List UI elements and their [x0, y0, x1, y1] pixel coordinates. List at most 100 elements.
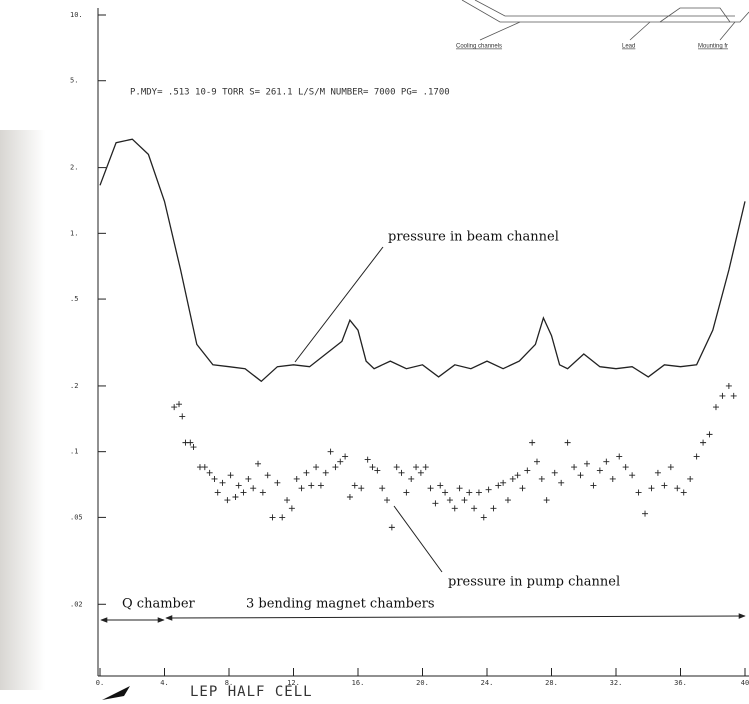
pump-point: [279, 514, 285, 520]
y-tick-label: 10.: [70, 11, 83, 19]
x-tick-label: 4.: [160, 679, 168, 687]
pump-point: [681, 490, 687, 496]
pump-point: [228, 472, 234, 478]
pump-point: [202, 464, 208, 470]
pump-point: [476, 490, 482, 496]
x-tick-label: 8.: [225, 679, 233, 687]
pump-point: [713, 404, 719, 410]
header-text: P.MDY= .513 10-9 TORR S= 261.1 L/S/M NUM…: [130, 88, 450, 98]
pump-point: [328, 449, 334, 455]
x-tick-label: 28.: [545, 679, 558, 687]
pump-point: [590, 482, 596, 488]
pump-point: [241, 490, 247, 496]
y-tick-label: 2.: [70, 164, 78, 172]
pump-point: [490, 505, 496, 511]
pump-point: [616, 454, 622, 460]
x-tick-label: 40: [741, 679, 749, 687]
pump-point: [603, 459, 609, 465]
pump-point: [399, 470, 405, 476]
pump-point: [610, 476, 616, 482]
pump-point: [661, 482, 667, 488]
pump-point: [299, 485, 305, 491]
pump-point: [215, 490, 221, 496]
pump-point: [270, 514, 276, 520]
pump-point: [629, 472, 635, 478]
pump-point: [655, 470, 661, 476]
pump-point: [313, 464, 319, 470]
x-tick-label: 16.: [352, 679, 365, 687]
pump-point: [539, 476, 545, 482]
pump-point: [171, 404, 177, 410]
pump-point: [207, 470, 213, 476]
pump-point: [428, 485, 434, 491]
pump-point: [505, 497, 511, 503]
pump-point: [552, 470, 558, 476]
pump-point: [534, 459, 540, 465]
pump-point: [524, 467, 530, 473]
y-tick-label: 1.: [70, 229, 78, 237]
pump-point: [408, 476, 414, 482]
diagram-label: Cooling channels: [456, 44, 502, 50]
pump-point: [379, 485, 385, 491]
pump-point: [255, 461, 261, 467]
x-tick-label: 0.: [96, 679, 104, 687]
y-tick-label: .02: [70, 600, 83, 608]
leader-line: [394, 506, 442, 572]
pump-point: [284, 497, 290, 503]
pump-point: [571, 464, 577, 470]
pump-point: [308, 482, 314, 488]
pump-point: [394, 464, 400, 470]
pump-point: [352, 482, 358, 488]
pump-point: [289, 505, 295, 511]
pump-point: [457, 485, 463, 491]
pump-point: [220, 480, 226, 486]
pump-point: [442, 490, 448, 496]
pump-point: [318, 482, 324, 488]
pump-point: [700, 440, 706, 446]
pump-point: [578, 472, 584, 478]
pump-point: [365, 457, 371, 463]
pump-point: [413, 464, 419, 470]
pump-point: [342, 454, 348, 460]
pump-point: [232, 494, 238, 500]
pump-point: [481, 514, 487, 520]
pump-point: [260, 490, 266, 496]
series-label: pressure in beam channel: [388, 230, 559, 245]
pump-point: [224, 497, 230, 503]
pump-point: [191, 444, 197, 450]
pump-point: [358, 485, 364, 491]
pump-point: [636, 490, 642, 496]
pump-point: [544, 497, 550, 503]
pump-point: [423, 464, 429, 470]
pump-point: [432, 500, 438, 506]
pump-point: [274, 480, 280, 486]
pump-point: [245, 476, 251, 482]
y-tick-label: 5.: [70, 77, 78, 85]
pump-point: [187, 440, 193, 446]
pump-point: [303, 470, 309, 476]
pump-point: [648, 485, 654, 491]
pump-point: [515, 472, 521, 478]
pump-point: [471, 505, 477, 511]
pump-point: [337, 459, 343, 465]
pump-point: [294, 476, 300, 482]
pump-point: [726, 383, 732, 389]
pump-point: [731, 393, 737, 399]
pump-point: [332, 464, 338, 470]
y-tick-label: .1: [70, 448, 78, 456]
pump-point: [323, 470, 329, 476]
pump-point: [265, 472, 271, 478]
pump-point: [179, 413, 185, 419]
y-tick-label: .2: [70, 382, 78, 390]
diagram-fragment: [462, 0, 749, 40]
pump-point: [500, 480, 506, 486]
diagram-label: Lead: [622, 44, 635, 50]
pump-point: [558, 480, 564, 486]
x-tick-label: 36.: [674, 679, 687, 687]
chart: Cooling channels Lead Mounting fr P.MDY=…: [0, 0, 749, 704]
pump-point: [565, 440, 571, 446]
pump-point: [519, 485, 525, 491]
pump-point: [597, 467, 603, 473]
pump-point: [674, 485, 680, 491]
pump-point: [211, 476, 217, 482]
